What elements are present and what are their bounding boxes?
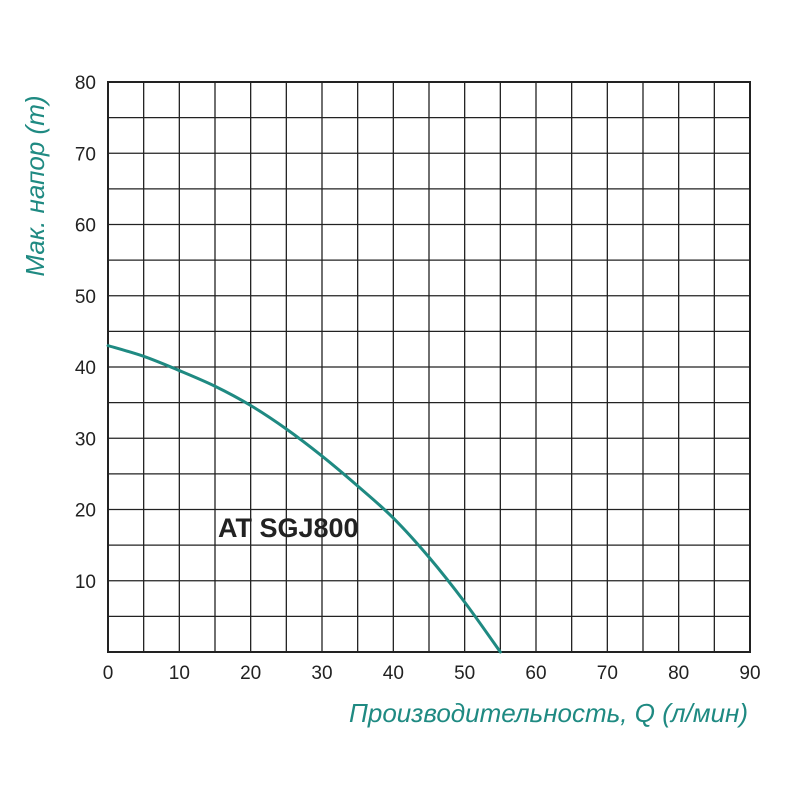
series-line (106, 344, 502, 654)
x-tick-label: 70 (597, 663, 618, 684)
x-tick-label: 30 (311, 663, 332, 684)
grid-lines (108, 82, 750, 652)
plot-frame (107, 81, 751, 653)
x-tick-label: 20 (240, 663, 261, 684)
series-group (106, 344, 502, 654)
y-tick-label: 80 (75, 73, 96, 94)
y-tick-label: 10 (75, 572, 96, 593)
x-tick-labels: 0 10 20 30 40 50 60 70 80 90 (103, 663, 761, 684)
x-tick-label: 60 (525, 663, 546, 684)
y-tick-label: 70 (75, 144, 96, 165)
series-label: AT SGJ800 (218, 513, 359, 543)
y-axis-label: Мак. напор (m) (20, 95, 50, 276)
y-tick-label: 30 (75, 429, 96, 450)
y-tick-labels: 10 20 30 40 50 60 70 80 (75, 73, 96, 593)
y-tick-label: 50 (75, 287, 96, 308)
x-tick-label: 10 (169, 663, 190, 684)
y-tick-label: 20 (75, 501, 96, 522)
y-tick-label: 60 (75, 216, 96, 237)
x-tick-label: 90 (739, 663, 760, 684)
x-tick-label: 0 (103, 663, 114, 684)
x-tick-label: 40 (383, 663, 404, 684)
x-axis-label: Производительность, Q (л/мин) (349, 698, 748, 728)
x-tick-label: 50 (454, 663, 475, 684)
x-tick-label: 80 (668, 663, 689, 684)
y-tick-label: 40 (75, 358, 96, 379)
